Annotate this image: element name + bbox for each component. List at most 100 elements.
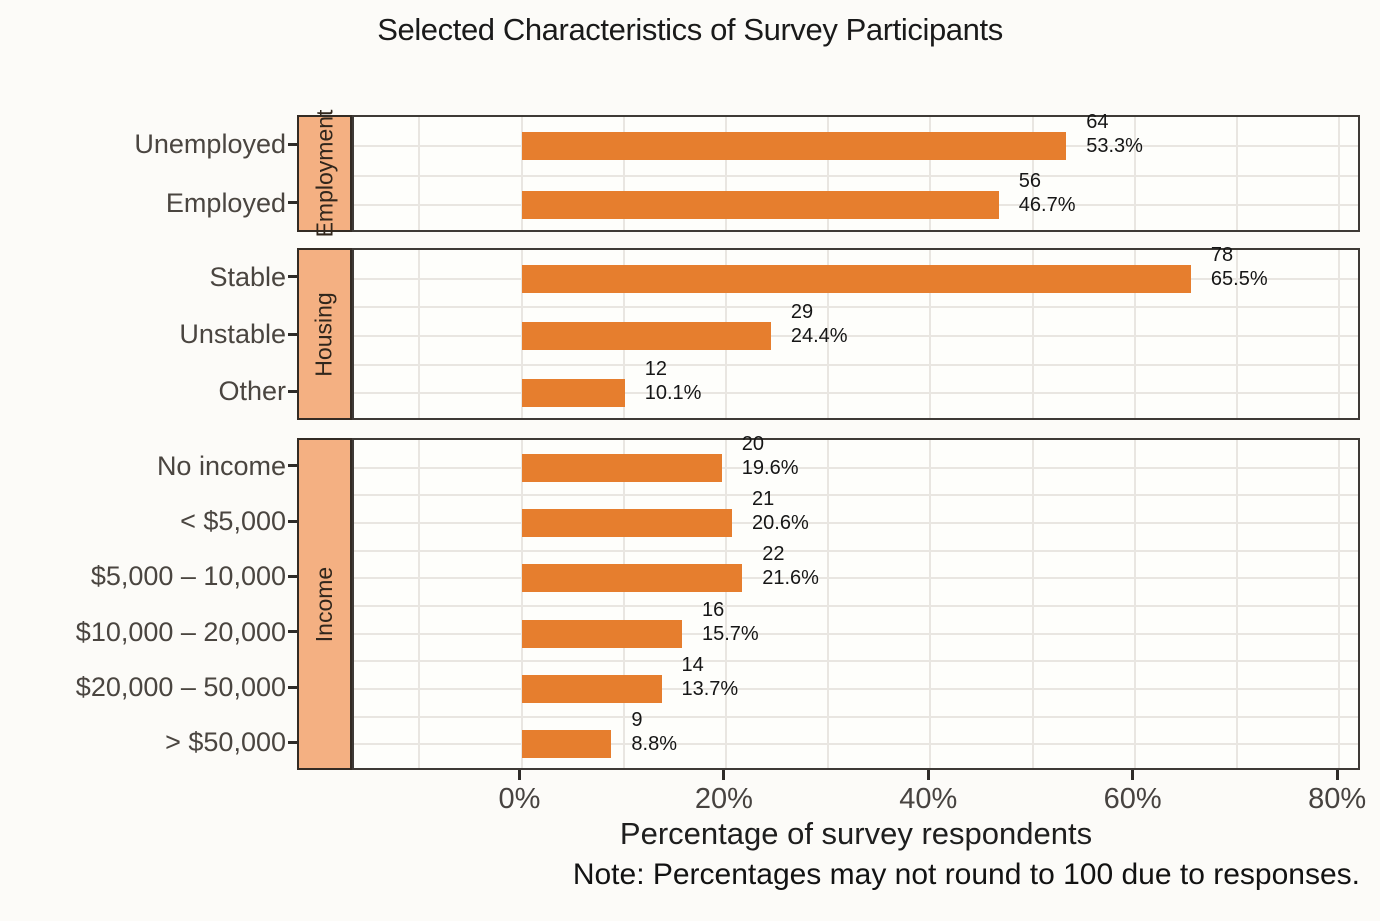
bar-housing-0 [521,264,1191,293]
bar-count-label: 22 [762,543,785,566]
category-tick-mark [288,685,297,689]
category-label: Employed [165,187,286,218]
gridline-vertical [1235,117,1238,230]
category-label: Other [218,376,286,407]
facet-panel-income: 20 19.6% 21 20.6% 22 21.6% 16 15.7% 14 13.7% 9 8.8% [352,433,1360,770]
gridline-vertical [622,117,625,230]
bar-count-label: 29 [790,301,814,323]
gridline-vertical [1133,117,1136,230]
gridline-horizontal [354,549,1358,552]
bar-housing-1 [521,322,771,350]
gridline-vertical [622,440,625,768]
category-tick-mark [288,389,297,393]
gridline-vertical [520,440,523,768]
bar-percent-label: 13.7% [681,678,739,700]
gridline-horizontal [354,306,1358,309]
x-axis-tick-mark [1335,770,1339,780]
gridline-vertical [929,250,932,418]
gridline-vertical [418,250,421,418]
gridline-horizontal [354,577,1358,580]
category-tick-mark [288,630,297,634]
gridline-vertical [1031,117,1034,230]
bar-value-label: 16 15.7% [702,598,759,646]
chart-title: Selected Characteristics of Survey Parti… [377,12,1003,47]
category-tick-mark [288,332,297,336]
bar-count-label: 9 [631,709,643,732]
bar-value-label: 12 10.1% [645,357,702,405]
gridline-vertical [724,117,727,230]
gridline-vertical [1338,440,1341,768]
bar-percent-label: 19.6% [741,456,799,479]
bar-count-label: 64 [1086,111,1109,134]
category-tick-mark [288,574,297,578]
bar-percent-label: 21.6% [762,567,819,590]
bar-percent-label: 10.1% [644,382,702,405]
gridline-horizontal [354,743,1358,746]
bar-value-label: 22 21.6% [762,542,819,590]
category-tick-mark [288,740,297,744]
bar-percent-label: 8.8% [631,733,678,756]
gridline-horizontal [354,335,1358,337]
bar-percent-label: 15.7% [701,622,759,645]
category-tick-mark [288,519,297,523]
facet-strip-label: Housing [311,291,338,377]
bar-income-0 [521,453,722,482]
gridline-horizontal [354,392,1358,395]
facet-panel-employment: 64 53.3% 56 46.7% [352,111,1360,232]
facet-strip-employment: Employment [297,110,352,237]
x-axis-tick-mark [518,770,521,780]
bar-percent-label: 24.4% [790,325,848,347]
bar-housing-2 [521,379,625,408]
gridline-horizontal [354,466,1358,469]
gridline-horizontal [354,363,1358,366]
x-axis-tick-label: 0% [498,783,541,815]
bar-count-label: 78 [1210,243,1234,266]
note-caption: Note: Percentages may not round to 100 d… [572,858,1360,891]
category-label: $20,000 – 50,000 [75,672,286,702]
gridline-vertical [1338,117,1341,230]
category-label: Unemployed [134,129,286,160]
bar-value-label: 21 20.6% [752,487,809,535]
gridline-vertical [1031,440,1034,768]
facet-strip-label: Income [311,566,337,642]
category-label: $10,000 – 20,000 [75,616,286,647]
bar-employment-0 [521,132,1067,161]
x-axis-tick-label: 80% [1308,783,1367,815]
category-tick-mark [288,464,297,468]
bar-value-label: 9 8.8% [631,708,677,756]
gridline-vertical [1031,250,1034,418]
gridline-vertical [418,117,421,230]
bar-count-label: 14 [681,654,704,676]
gridline-vertical [1133,440,1136,768]
facet-strip-income: Income [297,438,352,770]
bar-income-3 [521,619,682,648]
gridline-horizontal [354,522,1358,524]
gridline-vertical [827,117,830,230]
gridline-horizontal [354,605,1358,607]
bar-value-label: 64 53.3% [1086,110,1143,158]
bar-count-label: 16 [701,598,725,621]
category-label: Stable [209,261,286,292]
category-tick-mark [288,142,297,146]
bar-value-label: 14 13.7% [682,653,739,701]
category-tick-mark [288,275,297,279]
category-label: $5,000 – 10,000 [90,561,286,592]
bar-income-5 [521,730,612,759]
bar-count-label: 56 [1018,169,1042,192]
category-label: < $5,000 [180,506,286,536]
gridline-vertical [827,250,830,418]
facet-strip-label: Employment [311,109,338,238]
gridline-horizontal [354,715,1358,718]
bar-percent-label: 53.3% [1086,135,1143,158]
category-label: No income [156,450,286,481]
bar-value-label: 29 24.4% [791,300,848,348]
gridline-horizontal [354,660,1358,663]
category-label: Unstable [179,319,286,349]
gridline-horizontal [354,174,1358,177]
gridline-vertical [929,440,932,768]
bar-count-label: 12 [644,358,667,381]
bar-employment-1 [521,190,999,219]
gridline-horizontal [354,632,1358,635]
bar-income-1 [521,509,733,537]
